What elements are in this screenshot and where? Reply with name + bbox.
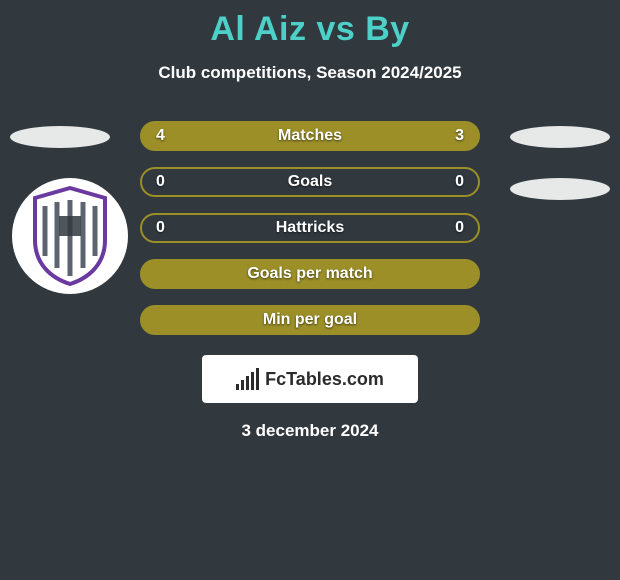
stat-label: Min per goal (263, 311, 357, 329)
club-badge-icon (12, 178, 128, 294)
bars-icon (236, 368, 259, 390)
stat-right-value: 0 (455, 219, 464, 237)
stat-row-hattricks: 0 Hattricks 0 (140, 213, 480, 243)
site-logo-text: FcTables.com (265, 369, 384, 390)
site-logo: FcTables.com (202, 355, 418, 403)
stat-row-goals: 0 Goals 0 (140, 167, 480, 197)
stat-label: Goals (288, 173, 332, 191)
stat-right-value: 3 (455, 127, 464, 145)
subtitle: Club competitions, Season 2024/2025 (0, 63, 620, 83)
stat-label: Goals per match (247, 265, 372, 283)
date-label: 3 december 2024 (0, 421, 620, 441)
stat-left-value: 0 (156, 219, 165, 237)
stat-left-value: 0 (156, 173, 165, 191)
team-left-slot-icon (10, 126, 110, 148)
page-title: Al Aiz vs By (0, 0, 620, 49)
team-right-slot-1-icon (510, 126, 610, 148)
stat-row-goals-per-match: Goals per match (140, 259, 480, 289)
team-right-slot-2-icon (510, 178, 610, 200)
stat-label: Hattricks (276, 219, 344, 237)
stat-label: Matches (278, 127, 342, 145)
stat-row-min-per-goal: Min per goal (140, 305, 480, 335)
shield-icon (29, 186, 111, 286)
stat-right-value: 0 (455, 173, 464, 191)
stat-left-value: 4 (156, 127, 165, 145)
stat-row-matches: 4 Matches 3 (140, 121, 480, 151)
